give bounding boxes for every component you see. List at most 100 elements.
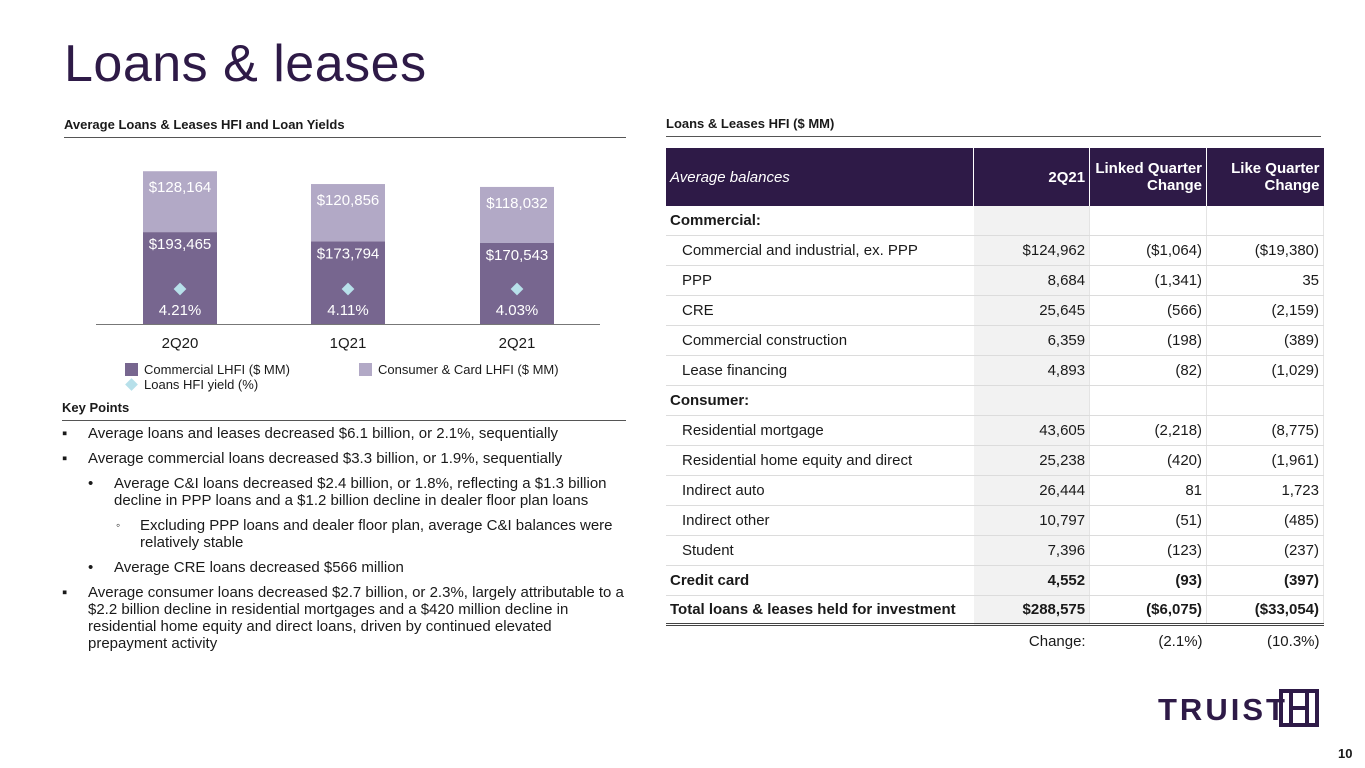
cell-2q21: 7,396 xyxy=(973,535,1091,566)
row-label: PPP xyxy=(666,265,974,296)
table-row: Indirect other 10,797 (51) (485) xyxy=(666,505,1324,536)
row-label: Residential home equity and direct xyxy=(666,445,974,476)
loans-table: Average balances 2Q21 Linked Quarter Cha… xyxy=(666,148,1324,656)
legend-swatch-consumer xyxy=(359,363,372,376)
table-row: Commercial construction 6,359 (198) (389) xyxy=(666,325,1324,356)
data-label-yield: 4.03% xyxy=(496,302,539,319)
table-row: Residential home equity and direct 25,238… xyxy=(666,445,1324,476)
table-change-row: Change: (2.1%) (10.3%) xyxy=(666,624,1324,656)
bullet-marker-icon: • xyxy=(88,475,94,492)
row-label: CRE xyxy=(666,295,974,326)
cell-linked-quarter: (2,218) xyxy=(1089,415,1208,446)
page-title: Loans & leases xyxy=(64,35,427,93)
key-point-text: Average C&I loans decreased $2.4 billion… xyxy=(114,475,607,509)
legend-swatch-commercial xyxy=(125,363,138,376)
cell-linked-quarter: (51) xyxy=(1089,505,1208,536)
cell-like-quarter: (397) xyxy=(1206,565,1324,596)
cell-linked-quarter: (82) xyxy=(1089,355,1208,386)
table-row: Student 7,396 (123) (237) xyxy=(666,535,1324,566)
bar-consumer xyxy=(480,186,554,243)
table-row: Credit card 4,552 (93) (397) xyxy=(666,565,1324,596)
cell-like-quarter xyxy=(1206,206,1324,236)
table-section-header: Loans & Leases HFI ($ MM) xyxy=(666,116,1321,137)
cell-linked-quarter: ($1,064) xyxy=(1089,235,1208,266)
row-label: Indirect other xyxy=(666,505,974,536)
cell-linked-quarter: (93) xyxy=(1089,565,1208,596)
cell-like-quarter xyxy=(1206,385,1324,416)
cell-2q21 xyxy=(973,206,1091,236)
bullet-marker-icon: ◦ xyxy=(116,518,121,532)
row-label: Residential mortgage xyxy=(666,415,974,446)
row-label: Lease financing xyxy=(666,355,974,386)
column-header-label: Average balances xyxy=(666,148,975,206)
cell-2q21: 4,893 xyxy=(973,355,1091,386)
cell-2q21 xyxy=(973,385,1091,416)
truist-logo: TRUIST xyxy=(1158,689,1319,727)
data-label-yield: 4.21% xyxy=(159,302,202,319)
key-point-text: Excluding PPP loans and dealer floor pla… xyxy=(140,517,613,551)
data-label-commercial: $170,543 xyxy=(486,247,549,264)
key-points-header: Key Points xyxy=(62,400,626,421)
cell-like-quarter: ($19,380) xyxy=(1206,235,1324,266)
key-point-item: ◦ Excluding PPP loans and dealer floor pl… xyxy=(62,517,632,551)
row-label: Student xyxy=(666,535,974,566)
table-row: Residential mortgage 43,605 (2,218) (8,775) xyxy=(666,415,1324,446)
bullet-marker-icon: • xyxy=(88,559,94,576)
cell-2q21: $288,575 xyxy=(973,595,1091,626)
table-body: Commercial: Commercial and industrial, ex… xyxy=(666,206,1324,656)
data-label-consumer: $120,856 xyxy=(317,192,380,209)
cell-linked-quarter: (198) xyxy=(1089,325,1208,356)
bullet-marker-icon: ▪ xyxy=(62,584,68,601)
row-label: Credit card xyxy=(666,565,974,596)
x-tick-label: 1Q21 xyxy=(330,335,367,352)
legend-diamond-icon xyxy=(125,378,138,391)
bar-commercial xyxy=(143,232,217,324)
legend-label-consumer: Consumer & Card LHFI ($ MM) xyxy=(378,362,559,377)
cell-linked-quarter xyxy=(1089,385,1208,416)
row-label: Indirect auto xyxy=(666,475,974,506)
table-row: Commercial and industrial, ex. PPP $124,9… xyxy=(666,235,1324,266)
bar-consumer xyxy=(143,171,217,233)
key-point-item: ▪ Average consumer loans decreased $2.7 b… xyxy=(62,584,632,652)
key-point-item: ▪ Average commercial loans decreased $3.3… xyxy=(62,450,632,467)
column-header-like-quarter: Like Quarter Change xyxy=(1206,148,1324,206)
cell-like-quarter: 1,723 xyxy=(1206,475,1324,506)
change-like-quarter: (10.3%) xyxy=(1206,624,1324,656)
table-row: CRE 25,645 (566) (2,159) xyxy=(666,295,1324,326)
row-label: Commercial construction xyxy=(666,325,974,356)
cell-2q21: 4,552 xyxy=(973,565,1091,596)
cell-2q21: 8,684 xyxy=(973,265,1091,296)
cell-linked-quarter: (1,341) xyxy=(1089,265,1208,296)
row-label: Consumer: xyxy=(666,385,974,416)
cell-like-quarter: ($33,054) xyxy=(1206,595,1324,626)
table-row: PPP 8,684 (1,341) 35 xyxy=(666,265,1324,296)
cell-like-quarter: (485) xyxy=(1206,505,1324,536)
x-tick-label: 2Q20 xyxy=(162,335,199,352)
table-row: Indirect auto 26,444 81 1,723 xyxy=(666,475,1324,506)
cell-2q21: $124,962 xyxy=(973,235,1091,266)
cell-like-quarter: (1,029) xyxy=(1206,355,1324,386)
change-spacer xyxy=(666,624,974,656)
row-label: Commercial and industrial, ex. PPP xyxy=(666,235,974,266)
cell-linked-quarter: (123) xyxy=(1089,535,1208,566)
change-linked-quarter: (2.1%) xyxy=(1089,624,1207,656)
page-number: 10 xyxy=(1338,746,1353,761)
cell-linked-quarter: (420) xyxy=(1089,445,1208,476)
legend-item-commercial: Commercial LHFI ($ MM) xyxy=(125,362,290,377)
cell-linked-quarter xyxy=(1089,206,1208,236)
yield-marker xyxy=(173,282,187,296)
cell-2q21: 6,359 xyxy=(973,325,1091,356)
row-label: Commercial: xyxy=(666,206,974,236)
change-label: Change: xyxy=(973,624,1090,656)
key-point-text: Average commercial loans decreased $3.3 … xyxy=(88,450,563,467)
data-label-consumer: $128,164 xyxy=(149,179,212,196)
cell-like-quarter: (237) xyxy=(1206,535,1324,566)
key-point-item: • Average CRE loans decreased $566 millio… xyxy=(62,559,632,576)
cell-like-quarter: (1,961) xyxy=(1206,445,1324,476)
column-header-linked-quarter: Linked Quarter Change xyxy=(1089,148,1208,206)
column-header-2q21: 2Q21 xyxy=(973,148,1091,206)
cell-linked-quarter: 81 xyxy=(1089,475,1208,506)
cell-linked-quarter: ($6,075) xyxy=(1089,595,1208,626)
table-row: Total loans & leases held for investment… xyxy=(666,595,1324,626)
legend-label-commercial: Commercial LHFI ($ MM) xyxy=(144,362,290,377)
